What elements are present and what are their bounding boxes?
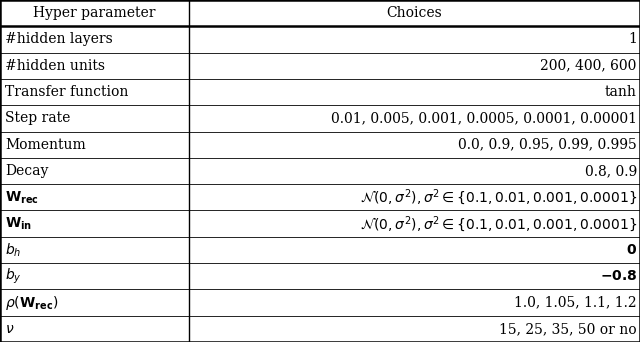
Text: #hidden units: #hidden units [5, 59, 105, 73]
Text: 1: 1 [628, 32, 637, 47]
Text: 15, 25, 35, 50 or no: 15, 25, 35, 50 or no [499, 322, 637, 336]
Text: $b_h$: $b_h$ [5, 241, 22, 259]
Text: 0.01, 0.005, 0.001, 0.0005, 0.0001, 0.00001: 0.01, 0.005, 0.001, 0.0005, 0.0001, 0.00… [331, 111, 637, 126]
Text: 1.0, 1.05, 1.1, 1.2: 1.0, 1.05, 1.1, 1.2 [514, 295, 637, 310]
Text: $\mathcal{N}(0, \sigma^2), \sigma^2 \in \{0.1, 0.01, 0.001, 0.0001\}$: $\mathcal{N}(0, \sigma^2), \sigma^2 \in … [360, 214, 637, 234]
Text: $b_y$: $b_y$ [5, 266, 22, 286]
Text: Momentum: Momentum [5, 138, 86, 152]
Text: $\mathbf{W}_{\mathbf{in}}$: $\mathbf{W}_{\mathbf{in}}$ [5, 215, 32, 232]
Text: #hidden layers: #hidden layers [5, 32, 113, 47]
Text: 0.0, 0.9, 0.95, 0.99, 0.995: 0.0, 0.9, 0.95, 0.99, 0.995 [458, 138, 637, 152]
Text: tanh: tanh [605, 85, 637, 99]
Text: $\mathcal{N}(0, \sigma^2), \sigma^2 \in \{0.1, 0.01, 0.001, 0.0001\}$: $\mathcal{N}(0, \sigma^2), \sigma^2 \in … [360, 187, 637, 207]
Text: 200, 400, 600: 200, 400, 600 [540, 59, 637, 73]
Text: $\mathbf{0}$: $\mathbf{0}$ [626, 243, 637, 257]
Text: Choices: Choices [387, 6, 442, 20]
Text: $\nu$: $\nu$ [5, 322, 15, 336]
Text: $\mathbf{W}_{\mathbf{rec}}$: $\mathbf{W}_{\mathbf{rec}}$ [5, 189, 39, 206]
Text: Step rate: Step rate [5, 111, 70, 126]
Text: Hyper parameter: Hyper parameter [33, 6, 156, 20]
Text: Decay: Decay [5, 164, 49, 178]
Text: 0.8, 0.9: 0.8, 0.9 [584, 164, 637, 178]
Text: Transfer function: Transfer function [5, 85, 129, 99]
Text: $\mathbf{-0.8}$: $\mathbf{-0.8}$ [600, 269, 637, 283]
Text: $\rho(\mathbf{W}_{\mathbf{rec}})$: $\rho(\mathbf{W}_{\mathbf{rec}})$ [5, 293, 58, 312]
